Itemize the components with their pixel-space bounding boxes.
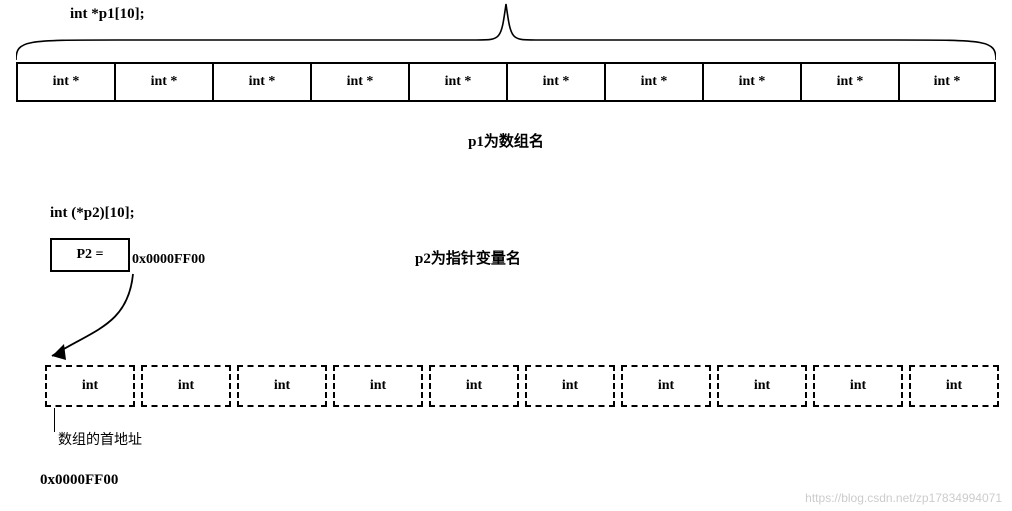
p1-cell: int * bbox=[506, 62, 604, 102]
curly-brace-icon bbox=[16, 0, 996, 62]
p1-cell: int * bbox=[310, 62, 408, 102]
watermark: https://blog.csdn.net/zp17834994071 bbox=[805, 491, 1002, 505]
p2-cell: int bbox=[141, 365, 231, 407]
p2-cell: int bbox=[429, 365, 519, 407]
p2-declaration: int (*p2)[10]; bbox=[50, 205, 135, 222]
array-start-address-label: 数组的首地址 bbox=[50, 432, 150, 450]
p2-address: 0x0000FF00 bbox=[132, 252, 205, 268]
p2-cell: int bbox=[813, 365, 903, 407]
p1-cell: int * bbox=[702, 62, 800, 102]
p1-cell: int * bbox=[408, 62, 506, 102]
foot-connector-line bbox=[54, 408, 55, 432]
p2-caption: p2为指针变量名 bbox=[415, 247, 521, 268]
p2-cell: int bbox=[621, 365, 711, 407]
p2-array-row: intintintintintintintintintint bbox=[45, 365, 999, 407]
p2-cell: int bbox=[237, 365, 327, 407]
p1-cell: int * bbox=[898, 62, 996, 102]
p1-array-row: int *int *int *int *int *int *int *int *… bbox=[16, 62, 996, 102]
p2-cell: int bbox=[909, 365, 999, 407]
p2-cell: int bbox=[717, 365, 807, 407]
p2-cell: int bbox=[45, 365, 135, 407]
p1-cell: int * bbox=[16, 62, 114, 102]
p1-cell: int * bbox=[212, 62, 310, 102]
p2-cell: int bbox=[333, 365, 423, 407]
p2-cell: int bbox=[525, 365, 615, 407]
p1-cell: int * bbox=[800, 62, 898, 102]
p1-cell: int * bbox=[604, 62, 702, 102]
array-start-address-value: 0x0000FF00 bbox=[40, 472, 118, 489]
pointer-arrow-icon bbox=[38, 270, 158, 370]
p2-box: P2 = bbox=[50, 238, 130, 272]
p2-box-label: P2 = bbox=[76, 247, 103, 263]
p1-caption: p1为数组名 bbox=[0, 130, 1012, 151]
p1-cell: int * bbox=[114, 62, 212, 102]
